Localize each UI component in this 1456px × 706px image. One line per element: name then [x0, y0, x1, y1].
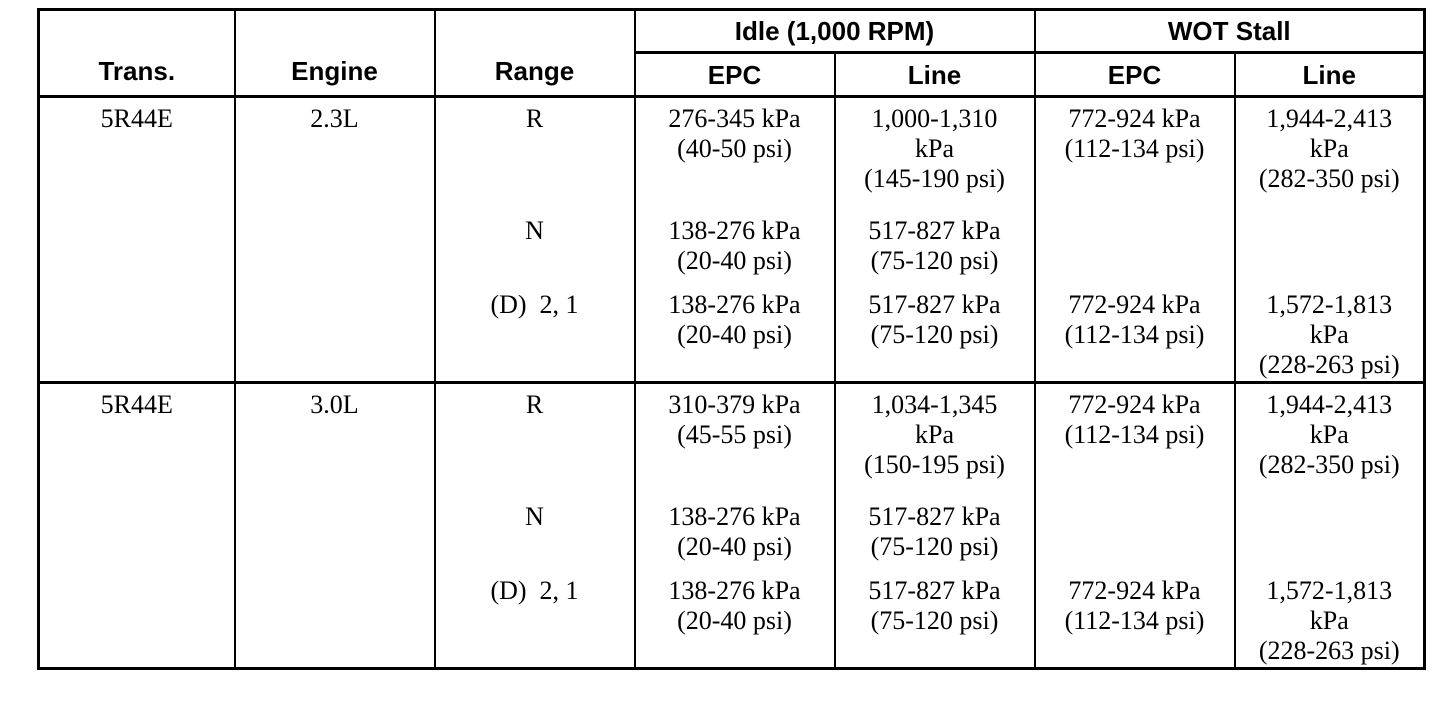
- idle-epc-cell: 138-276 kPa (20-40 psi): [633, 495, 836, 570]
- idle-line-cell: 517-827 kPa (75-120 psi): [833, 569, 1036, 669]
- trans-cell: 5R44E: [37, 96, 236, 383]
- idle-line-cell: 1,034-1,345 kPa (150-195 psi): [833, 382, 1036, 496]
- range-cell: (D) 2, 1: [433, 283, 636, 383]
- idle-epc-cell: 276-345 kPa (40-50 psi): [633, 96, 836, 210]
- wot-line-cell: [1233, 209, 1426, 284]
- idle-epc-cell: 138-276 kPa (20-40 psi): [633, 283, 836, 383]
- wot-epc-cell: 772-924 kPa (112-134 psi): [1033, 569, 1236, 669]
- col-header-trans: Trans.: [37, 9, 236, 98]
- range-cell: (D) 2, 1: [433, 569, 636, 669]
- col-header-wot-line: Line: [1233, 52, 1426, 98]
- col-header-engine: Engine: [233, 9, 436, 98]
- range-cell: N: [433, 209, 636, 284]
- header-group-row: Trans. Engine Range Idle (1,000 RPM) WOT…: [37, 9, 1426, 98]
- table-row: N 138-276 kPa (20-40 psi) 517-827 kPa (7…: [39, 495, 1426, 570]
- range-cell: R: [433, 382, 636, 496]
- table-row: (D) 2, 1 138-276 kPa (20-40 psi) 517-827…: [39, 283, 1426, 383]
- engine-cell: 2.3L: [233, 96, 436, 383]
- trans-group-2-3l: 5R44E 2.3L R 276-345 kPa (40-50 psi) 1,0…: [37, 96, 1426, 383]
- idle-line-cell: 517-827 kPa (75-120 psi): [833, 495, 1036, 570]
- table-row: 5R44E 2.3L R 276-345 kPa (40-50 psi) 1,0…: [37, 96, 1426, 383]
- range-cell: N: [433, 495, 636, 570]
- idle-epc-cell: 138-276 kPa (20-40 psi): [633, 569, 836, 669]
- idle-line-cell: 517-827 kPa (75-120 psi): [833, 283, 1036, 383]
- wot-epc-cell: [1033, 495, 1236, 570]
- col-header-idle-epc: EPC: [633, 52, 836, 98]
- wot-line-cell: 1,572-1,813 kPa (228-263 psi): [1233, 283, 1426, 383]
- table-row: 5R44E 3.0L R 310-379 kPa (45-55 psi) 1,0…: [37, 382, 1426, 669]
- engine-cell: 3.0L: [233, 382, 436, 669]
- col-header-idle-line: Line: [833, 52, 1036, 98]
- header-sub-row: EPC Line EPC Line: [39, 52, 1426, 98]
- wot-epc-cell: 772-924 kPa (112-134 psi): [1033, 382, 1236, 496]
- table-row: N 138-276 kPa (20-40 psi) 517-827 kPa (7…: [39, 209, 1426, 284]
- table-header: Trans. Engine Range Idle (1,000 RPM) WOT…: [37, 9, 1426, 98]
- wot-epc-cell: 772-924 kPa (112-134 psi): [1033, 96, 1236, 210]
- wot-line-cell: 1,944-2,413 kPa (282-350 psi): [1233, 96, 1426, 210]
- col-header-range: Range: [433, 9, 636, 98]
- table-row: (D) 2, 1 138-276 kPa (20-40 psi) 517-827…: [39, 569, 1426, 669]
- trans-cell: 5R44E: [37, 382, 236, 669]
- col-group-idle: Idle (1,000 RPM): [633, 9, 1036, 54]
- pressure-spec-table: Trans. Engine Range Idle (1,000 RPM) WOT…: [37, 8, 1426, 670]
- range-cell: R: [433, 96, 636, 210]
- trans-group-3-0l: 5R44E 3.0L R 310-379 kPa (45-55 psi) 1,0…: [37, 382, 1426, 669]
- wot-line-cell: 1,572-1,813 kPa (228-263 psi): [1233, 569, 1426, 669]
- wot-epc-cell: 772-924 kPa (112-134 psi): [1033, 283, 1236, 383]
- wot-epc-cell: [1033, 209, 1236, 284]
- col-header-wot-epc: EPC: [1033, 52, 1236, 98]
- col-group-wot-stall: WOT Stall: [1033, 9, 1426, 54]
- idle-line-cell: 1,000-1,310 kPa (145-190 psi): [833, 96, 1036, 210]
- idle-epc-cell: 138-276 kPa (20-40 psi): [633, 209, 836, 284]
- wot-line-cell: 1,944-2,413 kPa (282-350 psi): [1233, 382, 1426, 496]
- idle-epc-cell: 310-379 kPa (45-55 psi): [633, 382, 836, 496]
- wot-line-cell: [1233, 495, 1426, 570]
- idle-line-cell: 517-827 kPa (75-120 psi): [833, 209, 1036, 284]
